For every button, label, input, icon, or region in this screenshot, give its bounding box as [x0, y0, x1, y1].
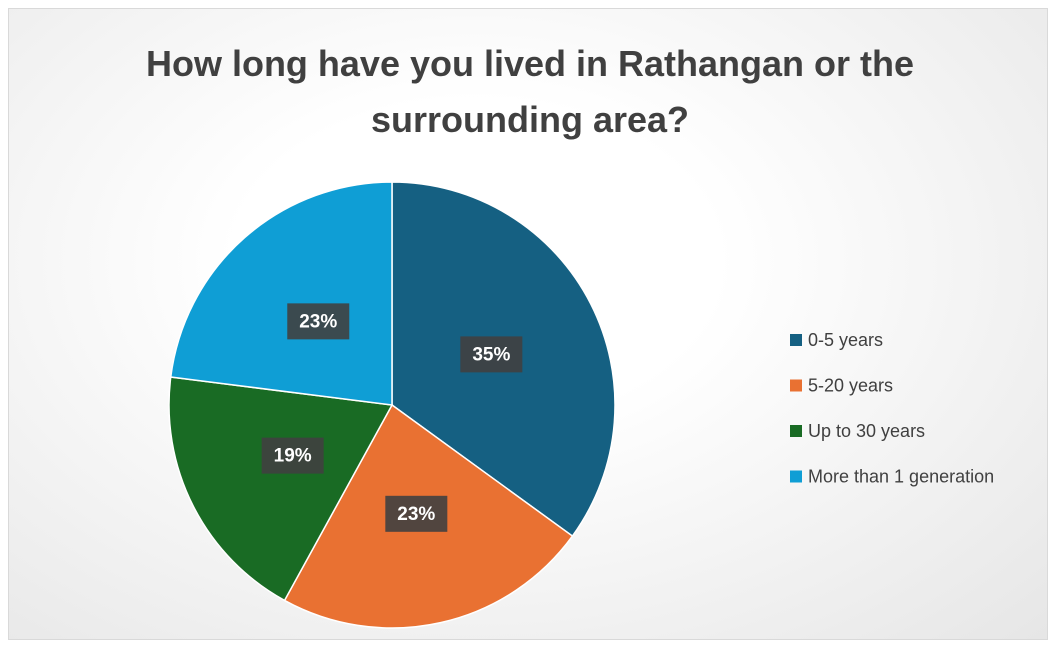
- pie-slice: [168, 376, 394, 602]
- data-label: 35%: [472, 344, 510, 365]
- legend-label: More than 1 generation: [808, 466, 994, 486]
- pie-slice: [169, 181, 393, 406]
- legend-label: 0-5 years: [808, 330, 883, 350]
- chart-title: How long have you lived in Rathangan or …: [145, 43, 915, 140]
- data-label-box: [261, 437, 324, 474]
- data-label-box: [287, 303, 350, 340]
- data-label-box: [460, 336, 523, 373]
- legend-swatch: [790, 425, 802, 437]
- legend-swatch: [790, 334, 802, 346]
- data-label-box: [385, 495, 448, 532]
- data-label: 23%: [299, 311, 337, 332]
- data-label: 19%: [274, 446, 312, 467]
- data-label: 23%: [397, 504, 435, 525]
- legend-swatch: [790, 470, 802, 483]
- legend-swatch: [790, 379, 802, 392]
- legend-label: Up to 30 years: [808, 421, 925, 441]
- legend-label: 5-20 years: [808, 375, 893, 395]
